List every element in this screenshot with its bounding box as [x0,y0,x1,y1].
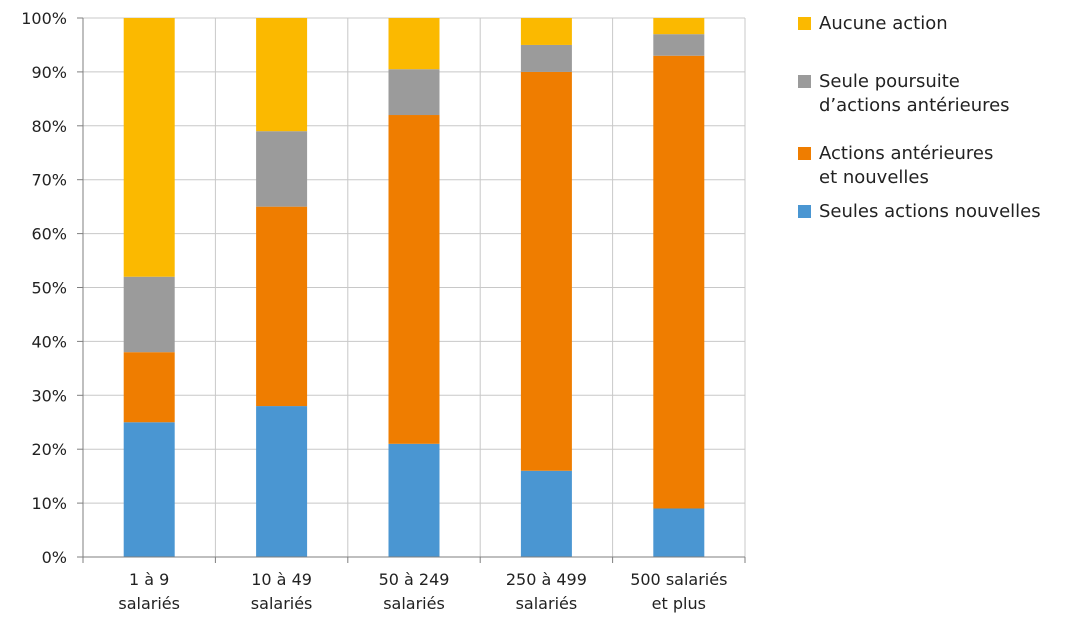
legend-item-actions-anterieures-et-nouvelles: Actions antérieures et nouvelles [798,142,993,190]
y-tick-label: 10% [31,494,67,513]
x-tick-label-line: salariés [251,594,313,613]
legend-label: Actions antérieures et nouvelles [819,142,993,190]
x-axis-tick-labels: 1 à 9 salariés 10 à 49 salariés 50 à 249 sala… [118,570,727,613]
bar-segment [653,508,705,557]
legend-swatch-actions-anterieures-et-nouvelles [798,147,811,160]
bar-segment [123,352,175,423]
x-tick-label: 250 à 499 salariés [506,570,587,613]
bars [123,18,705,557]
legend-item-aucune-action: Aucune action [798,12,948,36]
bar-segment [256,131,308,207]
x-tick-label-line: 50 à 249 [379,570,450,589]
legend-item-seules-actions-nouvelles: Seules actions nouvelles [798,200,1041,224]
x-tick-label: 50 à 249 salariés [379,570,450,613]
legend-label: Seules actions nouvelles [819,200,1041,224]
bar-segment [123,276,175,353]
y-tick-label: 80% [31,117,67,136]
bar-segment [653,18,705,35]
bar-segment [256,406,308,557]
legend-label-line: et nouvelles [819,167,929,188]
x-tick-label-line: salariés [118,594,180,613]
x-tick-label-line: 1 à 9 [129,570,169,589]
y-tick-label: 100% [21,9,67,28]
bar-segment [388,443,440,557]
axes [77,17,746,563]
legend-item-seule-poursuite: Seule poursuite d’actions antérieures [798,70,1010,118]
y-tick-label: 20% [31,440,67,459]
bar-segment [520,470,572,557]
bar-segment [123,422,175,557]
bar-segment [520,18,572,45]
legend-swatch-seules-actions-nouvelles [798,205,811,218]
x-tick-label-line: salariés [383,594,445,613]
y-tick-label: 50% [31,279,67,298]
y-tick-label: 30% [31,386,67,405]
legend-swatch-seule-poursuite [798,75,811,88]
x-tick-label-line: 500 salariés [630,570,727,589]
bar-segment [520,44,572,72]
x-tick-label-line: et plus [652,594,706,613]
y-tick-label: 70% [31,171,67,190]
y-tick-label: 60% [31,225,67,244]
x-tick-label-line: 10 à 49 [251,570,312,589]
y-tick-label: 0% [42,548,67,567]
bar-segment [520,71,572,471]
bar-segment [653,34,705,56]
legend-swatch-aucune-action [798,17,811,30]
y-tick-label: 40% [31,332,67,351]
y-axis-tick-labels: 0% 10% 20% 30% 40% 50% 60% 70% 80% 90% 100% [21,9,67,567]
x-tick-label: 10 à 49 salariés [251,570,313,613]
x-tick-label: 500 salariés et plus [630,570,727,613]
bar-segment [256,18,308,132]
legend-label: Seule poursuite d’actions antérieures [819,70,1010,118]
bar-segment [388,69,440,116]
bar-segment [123,18,175,277]
legend-label-line: Seules actions nouvelles [819,201,1041,222]
legend-label: Aucune action [819,12,948,36]
legend-label-line: d’actions antérieures [819,95,1010,116]
legend-label-line: Seule poursuite [819,71,960,92]
y-tick-label: 90% [31,63,67,82]
x-tick-label-line: salariés [516,594,578,613]
x-tick-label: 1 à 9 salariés [118,570,180,613]
legend-label-line: Actions antérieures [819,143,994,164]
legend-label-line: Aucune action [819,13,948,34]
bar-segment [388,18,440,70]
bar-segment [653,55,705,509]
bar-segment [388,115,440,444]
bar-segment [256,206,308,407]
x-tick-label-line: 250 à 499 [506,570,587,589]
